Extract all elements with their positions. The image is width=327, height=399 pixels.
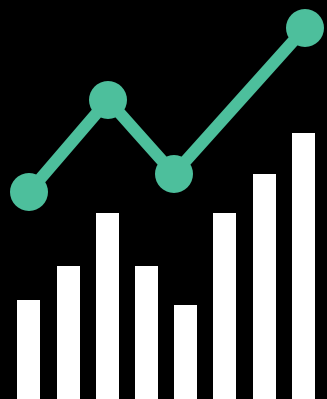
trend-point: [89, 81, 127, 119]
bar: [135, 266, 158, 399]
bar: [292, 133, 315, 399]
bar: [96, 213, 119, 399]
trend-point: [286, 9, 324, 47]
bars-group: [17, 133, 315, 399]
bar: [57, 266, 80, 399]
trend-point: [10, 173, 48, 211]
bar: [253, 174, 276, 399]
trend-line: [23, 22, 311, 198]
bar: [17, 300, 40, 399]
trend-line-group: [10, 9, 324, 211]
bar: [213, 213, 236, 399]
trend-point: [155, 155, 193, 193]
bar: [174, 305, 197, 399]
